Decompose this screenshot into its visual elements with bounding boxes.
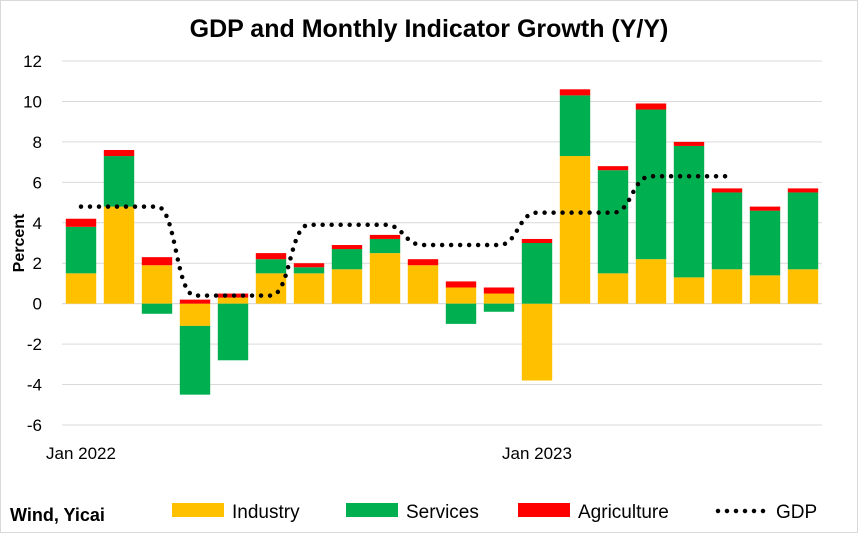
- bar-services-2023-06: [711, 192, 743, 270]
- bar-services-2022-03: [141, 303, 173, 314]
- bar-industry-2022-06: [255, 273, 287, 304]
- y-tick-label: -6: [27, 416, 42, 435]
- bar-industry-2023-06: [711, 269, 743, 304]
- bar-services-2023-04: [635, 109, 667, 260]
- x-tick-label: Jan 2022: [46, 444, 116, 463]
- y-tick-label: 4: [33, 214, 42, 233]
- legend: Industry Services Agriculture GDP: [172, 502, 817, 523]
- bar-industry-2023-05: [673, 277, 705, 304]
- bar-services-2022-09: [369, 238, 401, 254]
- y-tick-label: 6: [33, 173, 42, 192]
- bar-agriculture-2022-06: [255, 253, 287, 260]
- y-tick-label: 0: [33, 295, 42, 314]
- chart-title: GDP and Monthly Indicator Growth (Y/Y): [190, 15, 669, 43]
- bar-services-2022-11: [445, 303, 477, 324]
- bar-industry-2023-08: [787, 269, 819, 304]
- y-axis-label: Percent: [11, 213, 28, 272]
- y-tick-label: 2: [33, 254, 42, 273]
- legend-label-agriculture: Agriculture: [578, 502, 669, 523]
- bar-industry-2022-02: [103, 206, 135, 304]
- y-axis-ticks: -6 -4 -2 0 2 4 6 8 10 12: [23, 52, 42, 435]
- bar-industry-2023-03: [597, 273, 629, 304]
- bar-services-2023-08: [787, 192, 819, 270]
- bar-agriculture-2022-07: [293, 263, 325, 268]
- y-tick-label: 8: [33, 133, 42, 152]
- bar-agriculture-2023-03: [597, 166, 629, 171]
- bar-industry-2022-09: [369, 253, 401, 304]
- bar-agriculture-2023-01: [521, 238, 553, 243]
- bar-agriculture-2022-01: [65, 218, 97, 227]
- bar-agriculture-2022-10: [407, 259, 439, 266]
- bar-services-2022-01: [65, 226, 97, 274]
- bar-services-2023-07: [749, 210, 781, 276]
- bar-industry-2023-01: [521, 303, 553, 381]
- bar-agriculture-2023-06: [711, 188, 743, 193]
- bar-agriculture-2023-02: [559, 89, 591, 96]
- bar-agriculture-2022-09: [369, 234, 401, 239]
- bar-services-2022-08: [331, 249, 363, 270]
- bar-industry-2022-12: [483, 293, 515, 304]
- y-tick-label: -4: [27, 376, 42, 395]
- bar-agriculture-2023-07: [749, 206, 781, 211]
- bar-industry-2022-08: [331, 269, 363, 304]
- bars: [65, 89, 819, 395]
- bar-agriculture-2023-05: [673, 141, 705, 146]
- y-tick-label: -2: [27, 335, 42, 354]
- legend-label-industry: Industry: [232, 502, 300, 523]
- bar-industry-2023-04: [635, 259, 667, 304]
- bar-services-2023-02: [559, 95, 591, 157]
- bar-services-2022-02: [103, 156, 135, 207]
- bar-agriculture-2023-04: [635, 103, 667, 110]
- bar-services-2022-04: [179, 325, 211, 395]
- bar-services-2023-01: [521, 243, 553, 304]
- x-tick-label: Jan 2023: [502, 444, 572, 463]
- bar-industry-2022-05: [217, 297, 249, 304]
- bar-agriculture-2023-08: [787, 188, 819, 193]
- bar-agriculture-2022-08: [331, 245, 363, 250]
- bar-industry-2023-07: [749, 275, 781, 304]
- bar-services-2023-03: [597, 170, 629, 274]
- bar-agriculture-2022-03: [141, 257, 173, 266]
- bar-services-2022-06: [255, 259, 287, 274]
- bar-industry-2022-01: [65, 273, 97, 304]
- legend-swatch-industry: [172, 503, 224, 517]
- y-tick-label: 12: [23, 52, 42, 71]
- bar-industry-2023-02: [559, 156, 591, 304]
- bar-industry-2022-04: [179, 303, 211, 326]
- bar-services-2022-05: [217, 303, 249, 361]
- bar-agriculture-2022-12: [483, 287, 515, 294]
- bar-industry-2022-10: [407, 265, 439, 304]
- legend-label-services: Services: [406, 502, 479, 523]
- gdp-line-layer: [78, 174, 730, 298]
- x-axis-ticks: Jan 2022 Jan 2023: [46, 444, 572, 463]
- legend-swatch-services: [346, 503, 398, 517]
- bar-industry-2022-03: [141, 265, 173, 304]
- bar-services-2022-12: [483, 303, 515, 312]
- bar-agriculture-2022-04: [179, 299, 211, 304]
- legend-swatch-agriculture: [518, 503, 570, 517]
- bar-industry-2022-11: [445, 287, 477, 304]
- source-note: Wind, Yicai: [10, 505, 105, 525]
- y-tick-label: 10: [23, 92, 42, 111]
- bar-agriculture-2022-11: [445, 281, 477, 288]
- bar-agriculture-2022-02: [103, 149, 135, 157]
- bar-services-2022-07: [293, 267, 325, 274]
- legend-label-gdp: GDP: [776, 502, 817, 523]
- bar-industry-2022-07: [293, 273, 325, 304]
- gdp-dotted-line: [78, 174, 730, 298]
- bar-services-2023-05: [673, 145, 705, 278]
